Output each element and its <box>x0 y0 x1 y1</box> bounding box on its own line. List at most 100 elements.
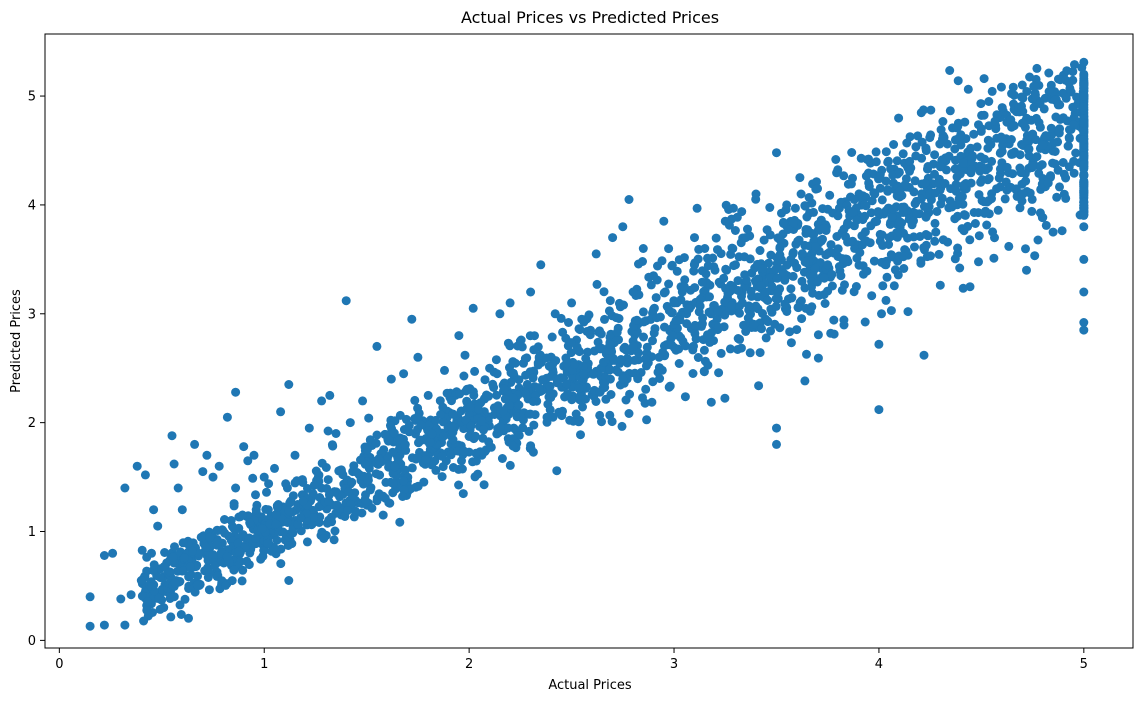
cloud-point <box>574 345 583 355</box>
cloud-point <box>989 253 999 263</box>
x-tick-label: 1 <box>260 657 268 672</box>
cloud-point <box>800 376 810 386</box>
cloud-point <box>169 592 179 602</box>
cloud-point <box>976 152 986 162</box>
cloud-point <box>611 313 621 323</box>
cloud-point <box>465 402 475 412</box>
scatter-point <box>468 303 478 313</box>
cloud-point <box>667 261 677 271</box>
cloud-point <box>878 281 888 291</box>
cloud-point <box>388 447 398 457</box>
cloud-point <box>779 219 788 228</box>
cloud-point <box>374 455 384 465</box>
cloud-point <box>739 320 749 330</box>
scatter-point <box>290 450 300 460</box>
plot-frame <box>44 33 1134 649</box>
cloud-point <box>364 413 374 423</box>
cloud-point <box>727 243 737 253</box>
cloud-point <box>793 302 803 312</box>
cloud-point <box>699 345 709 355</box>
cloud-point <box>846 179 856 189</box>
cloud-point <box>786 284 796 294</box>
cloud-point <box>529 420 539 430</box>
cloud-point <box>400 465 410 475</box>
scatter-point <box>700 244 710 253</box>
cloud-point <box>290 478 300 488</box>
cloud-point <box>458 489 468 499</box>
cloud-point <box>311 466 321 476</box>
cloud-point <box>284 506 294 516</box>
cloud-point <box>179 553 189 563</box>
cloud-point <box>751 301 761 311</box>
cloud-point <box>664 279 674 289</box>
cloud-point <box>733 286 743 295</box>
cloud-point <box>317 458 327 468</box>
cloud-point <box>692 203 702 213</box>
cloud-point <box>372 496 382 506</box>
cloud-point <box>508 441 518 451</box>
cloud-point <box>690 320 700 330</box>
cloud-point <box>1069 168 1079 178</box>
cloud-point <box>170 578 180 588</box>
cloud-point <box>810 264 820 274</box>
cloud-point <box>447 396 456 406</box>
cloud-point <box>735 308 744 318</box>
cloud-point <box>413 453 423 462</box>
cloud-point <box>802 212 812 222</box>
cloud-point <box>477 416 487 426</box>
cloud-point <box>302 537 312 547</box>
cloud-point <box>780 299 790 309</box>
scatter-point <box>120 483 130 493</box>
cloud-point <box>309 513 318 523</box>
scatter-point <box>177 505 187 515</box>
cloud-point <box>916 258 926 268</box>
cloud-point <box>898 149 908 159</box>
cloud-point <box>322 518 332 528</box>
cloud-point <box>995 164 1005 174</box>
cloud-point <box>633 348 643 358</box>
cloud-point <box>839 315 849 325</box>
scatter-point <box>679 282 689 292</box>
cloud-point <box>809 207 818 217</box>
cloud-point <box>179 566 188 575</box>
cloud-point <box>1061 193 1071 203</box>
cloud-point <box>1044 87 1054 96</box>
cloud-point <box>926 251 935 261</box>
cloud-point <box>257 524 267 534</box>
x-tick-label: 0 <box>55 657 63 672</box>
cloud-point <box>390 462 400 472</box>
cloud-point <box>521 370 531 380</box>
scatter-point <box>132 461 142 471</box>
cloud-point <box>619 300 628 310</box>
x-tick-label: 2 <box>465 657 473 672</box>
cloud-point <box>786 338 796 348</box>
cloud-point <box>959 226 969 236</box>
cloud-point <box>926 105 936 115</box>
scatter-point <box>341 296 351 306</box>
scatter-point <box>813 184 822 194</box>
cloud-point <box>1017 196 1027 206</box>
cloud-point <box>646 280 656 290</box>
scatter-point <box>788 249 798 259</box>
cloud-point <box>887 212 897 222</box>
scatter-point <box>372 341 382 351</box>
cloud-point <box>530 331 539 341</box>
cloud-point <box>647 397 657 407</box>
scatter-point <box>690 233 699 243</box>
cloud-point <box>473 469 483 479</box>
scatter-point <box>345 418 355 428</box>
cloud-point <box>703 261 713 271</box>
cloud-point <box>1006 182 1016 192</box>
cloud-point <box>973 208 983 218</box>
cloud-point <box>545 405 555 415</box>
scatter-point <box>153 521 163 531</box>
cloud-point <box>605 339 615 349</box>
cloud-point <box>1017 80 1027 90</box>
cloud-point <box>744 301 754 311</box>
cloud-point <box>920 178 930 188</box>
cloud-point <box>987 86 997 96</box>
cloud-point <box>997 103 1007 113</box>
cloud-point <box>979 74 989 84</box>
cloud-point <box>877 195 887 205</box>
cloud-point <box>848 207 858 217</box>
